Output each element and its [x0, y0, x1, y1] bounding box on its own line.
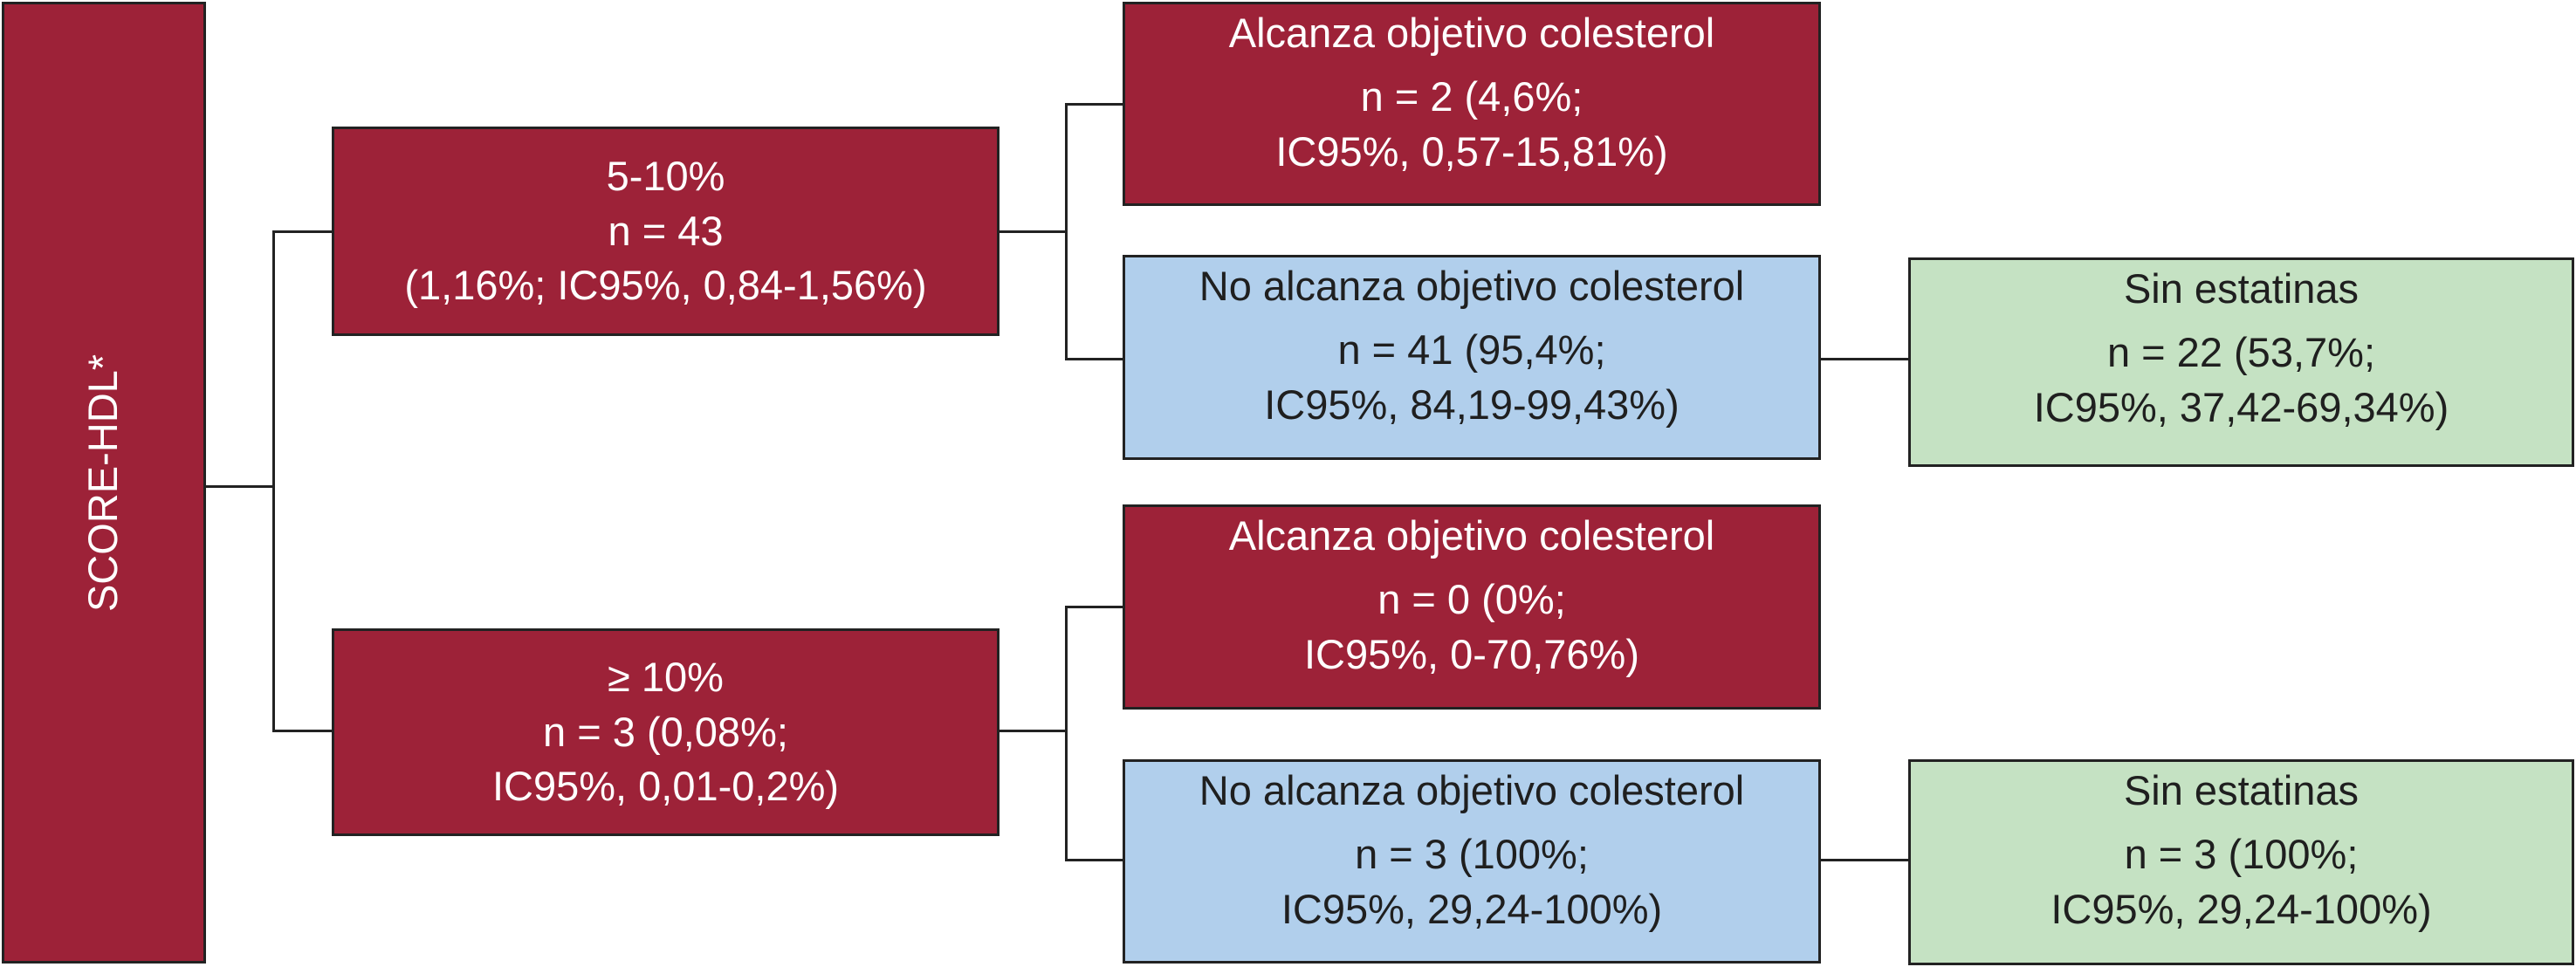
group1-achieves-node: Alcanza objetivo colesterol n = 2 (4,6%;… [1123, 2, 1821, 206]
connector-group1-to-not-achieves [1065, 358, 1123, 360]
group-range: 5-10% [606, 152, 725, 199]
node-title: Sin estatinas [2123, 265, 2360, 312]
node-count: n = 22 (53,7%; [2106, 328, 2375, 375]
node-count: n = 0 (0%; [1377, 575, 1566, 622]
connector-group2-stem [999, 730, 1067, 732]
connector-group1-stem [999, 230, 1067, 233]
connector-group1-to-no-statins [1819, 358, 1908, 360]
connector-group2-vertical [1065, 606, 1068, 861]
node-ci: IC95%, 37,42-69,34%) [2033, 383, 2449, 430]
group-detail: (1,16%; IC95%, 0,84-1,56%) [404, 262, 927, 309]
connector-root-to-group1 [272, 230, 332, 233]
node-title: Sin estatinas [2123, 767, 2360, 813]
node-ci: IC95%, 84,19-99,43%) [1264, 381, 1680, 428]
group-detail: IC95%, 0,01-0,2%) [491, 763, 840, 810]
connector-group1-to-achieves [1065, 103, 1123, 106]
connector-group1-vertical [1065, 103, 1068, 360]
connector-root-vertical [272, 230, 275, 732]
group-ge-10-node: ≥ 10% n = 3 (0,08%; IC95%, 0,01-0,2%) [332, 628, 999, 836]
connector-root-stem [206, 485, 274, 488]
connector-group2-to-achieves [1065, 606, 1123, 608]
group-n: n = 43 [608, 207, 724, 254]
node-title: Alcanza objetivo colesterol [1228, 512, 1715, 559]
group2-no-statins-node: Sin estatinas n = 3 (100%; IC95%, 29,24-… [1908, 759, 2574, 965]
group2-not-achieves-node: No alcanza objetivo colesterol n = 3 (10… [1123, 759, 1821, 964]
connector-group2-to-not-achieves [1065, 859, 1123, 861]
node-ci: IC95%, 29,24-100%) [2050, 885, 2432, 932]
group2-achieves-node: Alcanza objetivo colesterol n = 0 (0%; I… [1123, 504, 1821, 710]
node-count: n = 2 (4,6%; [1360, 72, 1583, 120]
node-ci: IC95%, 29,24-100%) [1281, 885, 1663, 932]
root-node: SCORE-HDL* [2, 2, 206, 964]
group1-not-achieves-node: No alcanza objetivo colesterol n = 41 (9… [1123, 255, 1821, 460]
node-ci: IC95%, 0,57-15,81%) [1275, 127, 1668, 175]
node-title: Alcanza objetivo colesterol [1228, 10, 1715, 56]
node-ci: IC95%, 0-70,76%) [1303, 630, 1640, 677]
node-count: n = 41 (95,4%; [1337, 326, 1606, 373]
node-title: No alcanza objetivo colesterol [1199, 767, 1745, 813]
node-count: n = 3 (100%; [1355, 830, 1589, 877]
group1-no-statins-node: Sin estatinas n = 22 (53,7%; IC95%, 37,4… [1908, 257, 2574, 467]
connector-root-to-group2 [272, 730, 332, 732]
node-title: No alcanza objetivo colesterol [1199, 263, 1745, 309]
root-label: SCORE-HDL* [79, 353, 127, 612]
node-count: n = 3 (100%; [2124, 830, 2359, 877]
group-range: ≥ 10% [608, 653, 724, 700]
connector-group2-to-no-statins [1819, 859, 1908, 861]
group-5-10-node: 5-10% n = 43 (1,16%; IC95%, 0,84-1,56%) [332, 127, 999, 336]
group-n: n = 3 (0,08%; [543, 708, 788, 755]
